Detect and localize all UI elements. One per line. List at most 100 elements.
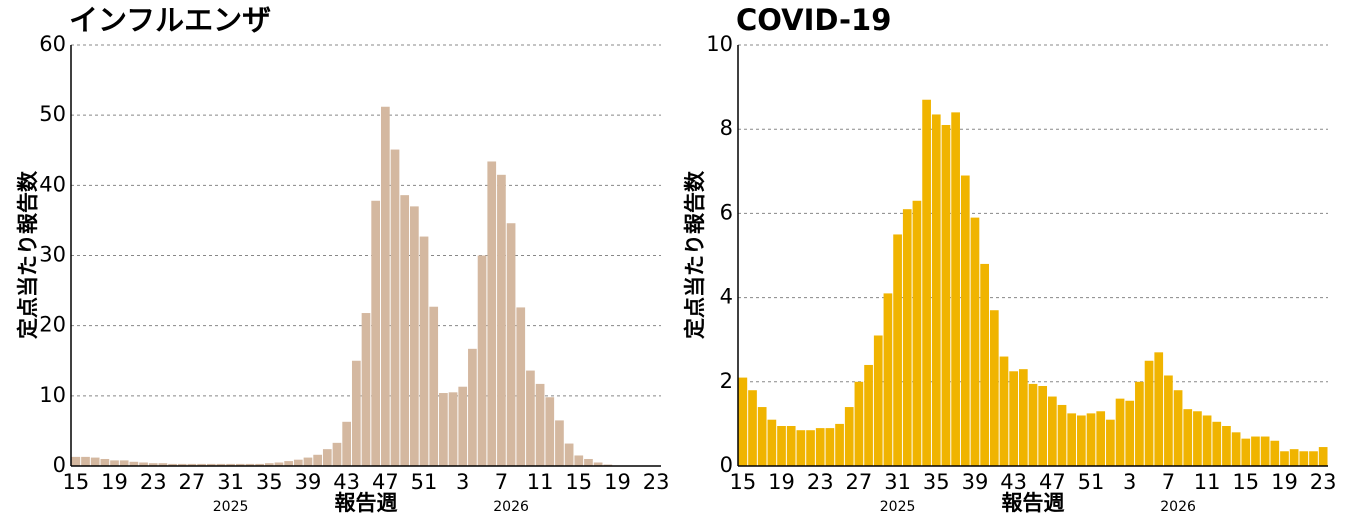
- bar: [71, 456, 81, 466]
- x-tick-label: 19: [1271, 470, 1298, 494]
- bar: [1077, 415, 1086, 466]
- chart-title: COVID-19: [736, 3, 891, 37]
- bar: [960, 175, 970, 466]
- bar: [197, 463, 206, 466]
- bar: [439, 393, 448, 466]
- x-tick-label: 19: [604, 470, 631, 494]
- bar: [1222, 426, 1231, 466]
- bar: [274, 462, 284, 466]
- bar: [351, 360, 361, 466]
- bar: [158, 463, 168, 466]
- x-tick-label: 7: [1162, 470, 1175, 494]
- bar: [989, 310, 999, 466]
- bar: [1057, 404, 1067, 466]
- bar: [1318, 447, 1328, 466]
- x-tick-label: 23: [643, 470, 670, 494]
- bar: [844, 407, 854, 466]
- bar: [293, 459, 303, 466]
- bar: [226, 463, 235, 466]
- y-tick-label: 60: [39, 32, 66, 56]
- bar: [206, 463, 216, 466]
- bar: [1096, 411, 1106, 466]
- bar: [1154, 352, 1164, 466]
- year-label: 2026: [493, 499, 529, 515]
- y-tick-label: 2: [720, 369, 733, 393]
- y-tick-label: 4: [720, 285, 733, 309]
- chart-title: インフルエンザ: [69, 3, 271, 37]
- bar: [81, 456, 90, 466]
- y-tick-label: 0: [720, 453, 733, 477]
- y-axis-label: 定点当たり報告数: [683, 170, 707, 339]
- x-tick-label: 47: [1039, 470, 1066, 494]
- bar: [322, 449, 332, 466]
- bar: [255, 463, 264, 466]
- x-tick-label: 23: [1310, 470, 1337, 494]
- x-tick-label: 51: [411, 470, 438, 494]
- x-tick-label: 3: [456, 470, 469, 494]
- bar: [748, 390, 757, 466]
- bar: [1289, 449, 1299, 466]
- bar: [767, 419, 777, 466]
- x-tick-label: 23: [807, 470, 834, 494]
- bar: [1173, 390, 1183, 466]
- bar: [555, 420, 564, 466]
- bar: [458, 386, 468, 466]
- x-tick-label: 11: [527, 470, 554, 494]
- bar: [1202, 415, 1212, 466]
- bar: [1212, 421, 1222, 466]
- bar: [139, 462, 148, 466]
- bar: [883, 293, 893, 466]
- bar: [980, 263, 989, 466]
- x-tick-label: 15: [62, 470, 89, 494]
- bar: [168, 463, 177, 466]
- bar: [516, 307, 526, 466]
- bar: [931, 114, 941, 466]
- bar: [119, 460, 129, 466]
- bar: [410, 206, 419, 466]
- bar: [970, 217, 980, 466]
- bar: [1270, 440, 1280, 466]
- x-tick-label: 15: [565, 470, 592, 494]
- bar: [951, 112, 960, 467]
- x-tick-label: 35: [256, 470, 283, 494]
- x-tick-label: 35: [923, 470, 950, 494]
- bar: [873, 335, 883, 466]
- bar: [177, 463, 187, 466]
- bar: [796, 430, 806, 466]
- bar: [264, 463, 274, 466]
- bar: [245, 463, 255, 466]
- bar: [1299, 451, 1309, 466]
- y-tick-label: 40: [39, 172, 66, 196]
- bar: [564, 443, 574, 466]
- bar: [235, 463, 245, 466]
- bar: [1280, 451, 1289, 466]
- bar: [535, 383, 545, 466]
- y-tick-label: 0: [53, 453, 66, 477]
- x-tick-label: 19: [768, 470, 795, 494]
- bar: [1241, 438, 1251, 466]
- x-axis-label: 報告週: [1002, 491, 1065, 515]
- bar: [1018, 369, 1028, 466]
- bar: [1260, 436, 1270, 466]
- bar: [854, 381, 864, 466]
- bar: [400, 195, 410, 466]
- bar: [757, 407, 767, 466]
- bar: [361, 313, 371, 466]
- x-tick-label: 43: [1000, 470, 1027, 494]
- bar: [912, 200, 922, 466]
- bar: [893, 234, 902, 466]
- bar: [922, 99, 931, 466]
- bar: [1164, 375, 1173, 466]
- y-tick-label: 6: [720, 200, 733, 224]
- bar: [1106, 419, 1115, 466]
- bar: [835, 423, 844, 466]
- bar: [1125, 400, 1135, 466]
- bar: [1309, 451, 1318, 466]
- bar: [999, 356, 1009, 466]
- bar: [738, 377, 748, 466]
- year-label: 2026: [1160, 499, 1196, 515]
- bar: [1115, 398, 1125, 466]
- x-tick-label: 43: [333, 470, 360, 494]
- x-tick-label: 3: [1123, 470, 1136, 494]
